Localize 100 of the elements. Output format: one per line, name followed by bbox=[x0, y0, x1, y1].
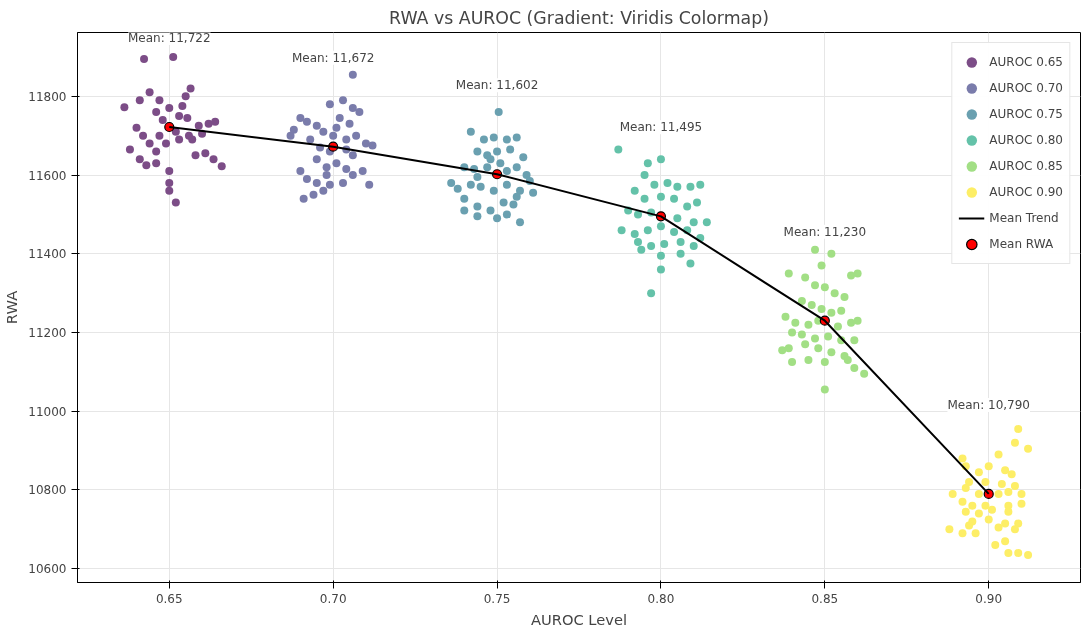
point bbox=[850, 336, 859, 345]
legend-label: AUROC 0.75 bbox=[989, 107, 1063, 121]
point bbox=[175, 135, 184, 144]
point bbox=[329, 131, 338, 140]
point bbox=[473, 212, 482, 221]
point bbox=[186, 84, 195, 93]
point bbox=[1004, 487, 1013, 496]
point bbox=[797, 297, 806, 305]
point bbox=[499, 198, 508, 207]
point bbox=[165, 167, 174, 176]
point bbox=[211, 117, 220, 126]
point bbox=[447, 178, 456, 187]
point bbox=[368, 141, 377, 150]
point bbox=[984, 462, 993, 471]
annotation: Mean: 11,672 bbox=[291, 50, 375, 65]
point bbox=[473, 202, 482, 211]
point bbox=[493, 214, 502, 223]
point bbox=[788, 358, 797, 367]
point bbox=[306, 135, 315, 144]
annotation: Mean: 10,790 bbox=[947, 397, 1030, 412]
point bbox=[811, 334, 819, 343]
point bbox=[348, 171, 357, 180]
x-tick-label: 0.85 bbox=[811, 591, 839, 606]
point bbox=[1024, 444, 1033, 453]
point bbox=[145, 139, 154, 148]
point bbox=[634, 237, 642, 246]
point bbox=[135, 155, 144, 164]
point bbox=[502, 167, 511, 176]
point bbox=[312, 121, 321, 130]
point bbox=[827, 348, 836, 357]
point bbox=[322, 171, 331, 180]
point bbox=[152, 108, 161, 117]
point bbox=[673, 182, 682, 191]
point bbox=[961, 484, 970, 492]
point bbox=[689, 241, 698, 250]
point bbox=[814, 344, 823, 353]
point bbox=[191, 151, 200, 160]
point bbox=[309, 190, 318, 199]
point bbox=[702, 218, 711, 227]
point bbox=[476, 182, 485, 191]
point bbox=[988, 505, 996, 514]
point bbox=[833, 322, 842, 331]
point bbox=[827, 308, 836, 317]
point bbox=[361, 139, 370, 148]
point bbox=[209, 155, 218, 164]
point bbox=[466, 127, 475, 136]
point bbox=[312, 178, 321, 187]
point bbox=[686, 259, 695, 268]
point bbox=[365, 180, 374, 189]
point bbox=[689, 218, 698, 227]
point bbox=[473, 173, 482, 181]
point bbox=[473, 147, 482, 156]
point bbox=[1014, 548, 1023, 557]
point bbox=[332, 159, 341, 168]
point bbox=[853, 316, 862, 325]
point bbox=[974, 509, 983, 518]
x-axis-title: AUROC Level bbox=[530, 610, 628, 628]
point bbox=[1017, 499, 1026, 508]
point bbox=[165, 104, 174, 113]
point bbox=[483, 163, 492, 172]
point bbox=[811, 245, 819, 254]
point bbox=[358, 167, 367, 176]
point bbox=[860, 369, 869, 378]
point bbox=[165, 178, 174, 187]
point bbox=[840, 293, 849, 302]
point bbox=[997, 480, 1006, 489]
point bbox=[965, 521, 974, 530]
point bbox=[804, 356, 813, 365]
point bbox=[325, 180, 334, 189]
point bbox=[614, 145, 623, 154]
point bbox=[683, 202, 692, 211]
point bbox=[512, 192, 521, 201]
point bbox=[637, 245, 646, 254]
point bbox=[820, 358, 829, 367]
point bbox=[788, 328, 797, 337]
point bbox=[850, 363, 859, 372]
point bbox=[971, 529, 980, 538]
point bbox=[162, 139, 170, 148]
point bbox=[670, 194, 679, 203]
point bbox=[824, 332, 833, 341]
point bbox=[135, 96, 144, 105]
point bbox=[1004, 507, 1013, 516]
point bbox=[784, 269, 793, 278]
point bbox=[1004, 548, 1013, 557]
point bbox=[479, 135, 488, 144]
point bbox=[994, 523, 1003, 532]
point bbox=[352, 131, 361, 140]
point bbox=[1010, 525, 1019, 534]
point bbox=[650, 180, 659, 189]
point bbox=[512, 133, 521, 142]
point bbox=[656, 222, 665, 231]
point bbox=[142, 161, 151, 170]
point bbox=[811, 281, 819, 290]
point bbox=[984, 515, 993, 524]
annotation: Mean: 11,495 bbox=[619, 120, 703, 135]
point bbox=[1024, 550, 1033, 559]
annotation: Mean: 11,230 bbox=[783, 224, 867, 239]
point bbox=[339, 96, 347, 105]
point bbox=[194, 121, 203, 130]
point bbox=[152, 147, 161, 156]
